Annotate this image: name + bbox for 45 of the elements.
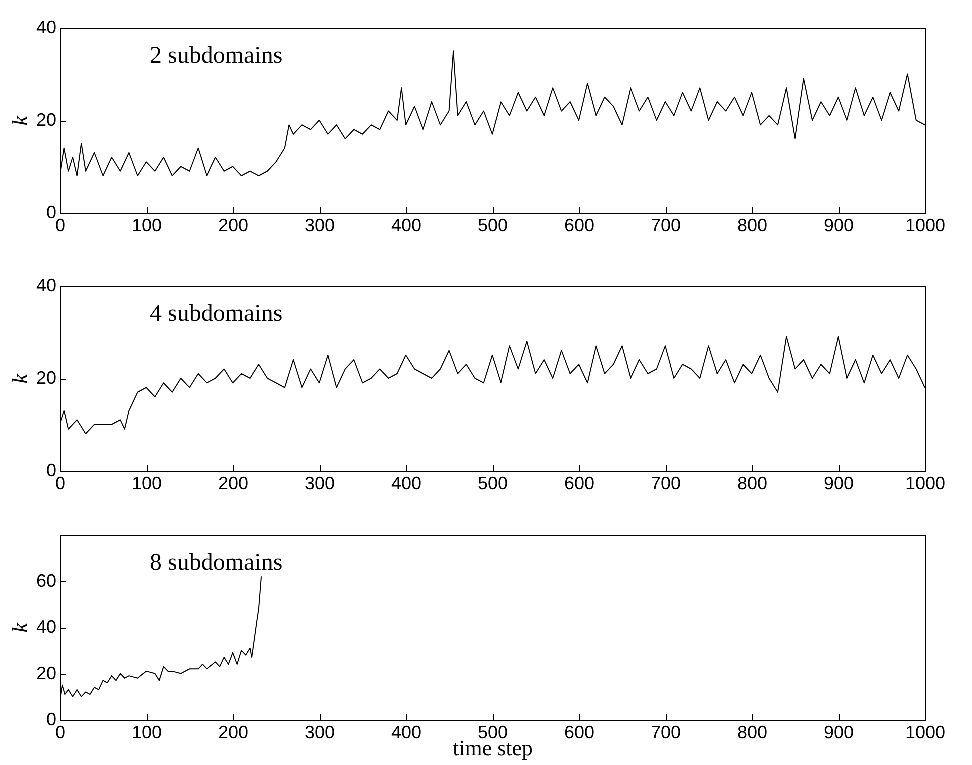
x-tick-label: 200 <box>218 722 249 742</box>
x-tick-label: 1000 <box>905 216 946 236</box>
y-tick-label: 0 <box>46 710 56 730</box>
x-tick-label: 900 <box>824 722 854 742</box>
y-tick-label: 60 <box>36 570 56 591</box>
y-axis-title: k <box>7 114 32 126</box>
x-tick-label: 500 <box>478 216 508 236</box>
x-tick-label: 100 <box>132 216 162 236</box>
y-tick-label: 20 <box>36 110 56 130</box>
y-tick-label: 0 <box>46 460 56 480</box>
x-tick-label: 300 <box>304 216 336 236</box>
x-tick-label: 900 <box>824 474 854 494</box>
x-tick-label: 700 <box>650 474 682 494</box>
x-tick-label: 700 <box>650 216 682 236</box>
x-tick-label: 400 <box>391 722 422 742</box>
annotation: 2 subdomains <box>150 43 283 69</box>
x-tick-label: 200 <box>218 216 249 236</box>
y-tick-label: 20 <box>36 663 56 684</box>
y-axis-title: k <box>7 372 32 384</box>
x-tick-label: 800 <box>737 216 768 236</box>
annotation: 8 subdomains <box>150 550 283 576</box>
x-tick-label: 1000 <box>905 474 946 494</box>
x-tick-label: 300 <box>304 722 336 742</box>
x-tick-label: 500 <box>478 474 508 494</box>
x-tick-label: 800 <box>737 474 768 494</box>
y-tick-label: 20 <box>36 368 56 388</box>
x-tick-label: 400 <box>391 474 422 494</box>
y-axis-title: k <box>7 622 32 633</box>
x-tick-label: 900 <box>824 216 854 236</box>
x-tick-label: 600 <box>564 216 595 236</box>
y-tick-label: 40 <box>36 276 56 296</box>
y-tick-label: 40 <box>36 18 56 38</box>
y-tick-label: 40 <box>36 617 56 637</box>
x-tick-label: 200 <box>218 474 249 494</box>
annotation: 4 subdomains <box>150 301 283 327</box>
y-tick-label: 0 <box>46 202 56 222</box>
x-tick-label: 600 <box>564 474 595 494</box>
x-tick-label: 100 <box>132 474 162 494</box>
x-tick-label: 400 <box>391 216 422 236</box>
x-tick-label: 100 <box>132 722 162 742</box>
x-tick-label: 300 <box>304 474 336 494</box>
x-tick-label: 800 <box>737 722 768 742</box>
x-tick-label: 600 <box>564 722 595 742</box>
x-tick-label: 700 <box>650 722 682 742</box>
x-tick-label: 1000 <box>905 722 946 742</box>
